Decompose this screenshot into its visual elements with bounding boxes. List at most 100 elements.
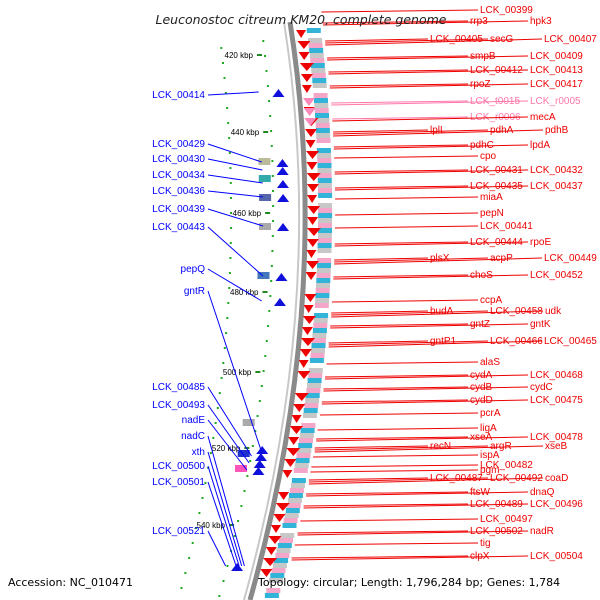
kbp-label: 500 kbp [223,368,252,377]
cog-block [316,268,331,273]
right-label-connector [324,374,469,378]
feature-box [242,419,255,426]
cog-block [297,448,312,453]
left-gene-label: LCK_00443 [152,222,205,233]
forward-gene-arrow [307,217,319,225]
gc-dot [270,280,273,282]
gc-dot [272,190,274,192]
cog-block [317,158,332,163]
forward-gene-arrow [289,426,303,434]
rna-gene-arrow [302,98,315,106]
left-gene-label: LCK_00436 [152,186,205,197]
reverse-gene-arrow [276,223,289,231]
cog-block [302,413,317,418]
cog-block [318,213,333,218]
right-label-connector [333,129,429,133]
right-label-connector [321,399,529,405]
right-gene-label: pdhB [545,125,569,136]
gc-dot [268,310,271,312]
reverse-gene-arrow [272,89,285,97]
gc-dot [218,392,221,394]
rna-gene-arrow [304,118,317,126]
gc-dot [254,430,257,432]
right-label-connector [313,454,479,458]
right-label-connector [335,196,479,200]
cog-block [317,163,332,168]
gc-dot [270,130,273,132]
left-label-connector [207,174,263,184]
right-gene-label: alaS [480,357,500,368]
gc-dot [229,242,232,244]
gc-dot [265,340,268,342]
right-label-connector [335,212,479,216]
cog-block [313,323,328,328]
right-gene-label: LCK_00399 [480,5,533,16]
right-label-connector [306,491,529,497]
cog-block [316,283,330,288]
forward-gene-arrow [275,503,290,511]
forward-gene-arrow [305,129,318,137]
right-gene-label: hpk3 [530,16,552,27]
cog-block [285,508,300,513]
cog-block [310,63,325,68]
reverse-gene-arrow [253,460,266,468]
cog-block [309,48,324,53]
left-gene-label: LCK_00485 [152,382,205,393]
gc-dot [226,317,229,319]
right-gene-label: pgm [480,465,499,476]
gc-dot [201,497,204,499]
gc-dot [188,557,191,559]
gc-dot [228,287,231,289]
right-label-connector [332,116,469,120]
right-label-connector [334,185,529,191]
cog-block [308,368,323,373]
forward-gene-arrow [286,448,301,456]
left-gene-label: LCK_00414 [152,90,205,101]
reverse-gene-arrow [256,446,269,454]
forward-gene-arrow [303,305,314,313]
left-gene-label: LCK_00429 [152,139,205,150]
cog-block [312,338,326,343]
kbp-label: 520 kbp [212,444,241,453]
gc-dot [212,437,215,439]
cog-block [279,538,293,543]
right-label-connector [325,38,489,44]
cog-block [274,558,289,563]
reverse-gene-arrow [275,273,288,281]
rna-gene-arrow [303,108,316,116]
right-gene-label: pcrA [480,408,501,419]
left-gene-label: pepQ [181,264,206,275]
right-label-connector [308,477,489,483]
cog-block [317,243,332,248]
left-label-connector [207,435,245,567]
forward-gene-arrow [305,272,317,280]
cog-block [276,548,291,553]
right-label-connector [311,464,479,468]
right-label-connector [331,310,429,314]
right-label-connector [331,100,469,104]
gc-dot [228,137,231,139]
cog-block [314,103,329,108]
right-label-connector [328,340,429,344]
left-label-connector [207,481,237,567]
right-label-connector [314,445,429,449]
left-gene-label: LCK_00500 [152,461,205,472]
reverse-gene-arrow [252,467,265,475]
forward-genes-track [260,30,321,577]
left-label-connector [207,290,262,450]
feature-box [259,194,272,201]
left-label-connector [207,268,262,302]
right-label-connector [291,555,469,559]
forward-gene-arrow [291,415,302,423]
right-label-connector [333,144,469,148]
right-label-connector [319,412,479,416]
cog-block [272,563,287,568]
reverse-gene-arrow [254,453,267,461]
right-gene-label: LCK_00452 [530,270,583,281]
right-gene-label: LCK_00409 [530,51,583,62]
gc-dot [233,535,236,537]
forward-gene-arrow [306,173,321,181]
right-gene-label: LCK_00417 [530,79,583,90]
right-label-connector [297,530,529,536]
gc-dot [224,92,227,94]
